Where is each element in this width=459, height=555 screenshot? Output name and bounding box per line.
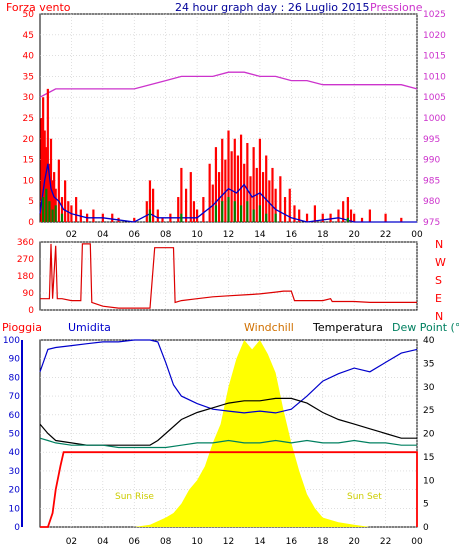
wind-y-tick-label: 25 — [23, 114, 34, 124]
pressure-y-tick-label: 995 — [423, 135, 440, 145]
direction-plot — [40, 243, 417, 309]
rain-line — [40, 451, 418, 528]
humidity-y-tick-label: 20 — [9, 486, 21, 496]
rain-label: Pioggia — [2, 321, 42, 334]
direction-y-tick-label: 270 — [17, 255, 34, 265]
sun-set-label: Sun Set — [347, 492, 382, 502]
wind-x-tick-label: 20 — [348, 230, 360, 240]
direction-y-tick-label: 90 — [23, 289, 35, 299]
direction-y-tick-label: 360 — [17, 238, 34, 248]
wind-y-tick-label: 50 — [23, 10, 35, 20]
direction-y-tick-label: 180 — [17, 272, 34, 282]
pressure-label: Pressione — [370, 1, 423, 14]
direction-grid — [40, 241, 418, 311]
temp-x-tick-label: 16 — [286, 537, 298, 547]
humidity-y-tick-label: 100 — [3, 336, 20, 346]
temp-y-tick-label: 25 — [423, 406, 434, 416]
wind-y-tick-label: 5 — [28, 197, 34, 207]
tick-labels: 0510152025303540455097598098599099510001… — [3, 10, 446, 547]
wind-y-tick-label: 20 — [23, 135, 35, 145]
wind-x-tick-label: 16 — [286, 230, 298, 240]
temp-y-tick-label: 40 — [423, 336, 435, 346]
pressure-y-tick-label: 1005 — [423, 93, 446, 103]
wind-x-tick-label: 04 — [97, 230, 109, 240]
temp-y-tick-label: 5 — [423, 500, 429, 510]
direction-line — [40, 243, 417, 309]
chart-title: 24 hour graph day : 26 Luglio 2015 — [175, 1, 370, 14]
humidity-y-tick-label: 30 — [9, 467, 21, 477]
wind-y-tick-label: 35 — [23, 72, 34, 82]
temp-x-tick-label: 10 — [191, 537, 203, 547]
temp-x-tick-label: 14 — [254, 537, 266, 547]
pressure-y-tick-label: 985 — [423, 176, 440, 186]
temp-x-tick-label: 04 — [97, 537, 109, 547]
compass-label: W — [435, 256, 446, 269]
wind-plot — [39, 71, 418, 223]
temp-y-tick-label: 15 — [423, 453, 434, 463]
wind-y-tick-label: 40 — [23, 52, 35, 62]
humidity-y-tick-label: 70 — [9, 392, 21, 402]
temp-plot — [39, 339, 418, 528]
speed_blue-line — [39, 163, 417, 223]
wind-y-tick-label: 15 — [23, 156, 34, 166]
pressure-y-tick-label: 1020 — [423, 31, 446, 41]
wind-x-tick-label: 06 — [129, 230, 141, 240]
temp-x-tick-label: 06 — [129, 537, 141, 547]
wind-x-tick-label: 10 — [191, 230, 203, 240]
humidity-line — [39, 339, 418, 414]
humidity-y-tick-label: 0 — [14, 523, 20, 533]
wind-x-tick-label: 12 — [223, 230, 234, 240]
wind-x-tick-label: 18 — [317, 230, 329, 240]
pressure-y-tick-label: 990 — [423, 156, 440, 166]
humidity-y-tick-label: 90 — [9, 355, 21, 365]
wind-y-tick-label: 30 — [23, 93, 35, 103]
humidity-y-tick-label: 80 — [9, 373, 21, 383]
wind-x-tick-label: 00 — [411, 230, 423, 240]
temp-x-tick-label: 08 — [160, 537, 172, 547]
temperature-label: Temperatura — [312, 321, 383, 334]
wind-x-tick-label: 14 — [254, 230, 266, 240]
wind-x-tick-label: 22 — [380, 230, 391, 240]
temp-y-tick-label: 35 — [423, 359, 434, 369]
temp-y-tick-label: 10 — [423, 476, 435, 486]
temp-y-tick-label: 20 — [423, 430, 435, 440]
temp-y-tick-label: 30 — [423, 383, 435, 393]
temp-x-tick-label: 18 — [317, 537, 329, 547]
wind-y-tick-label: 10 — [23, 176, 35, 186]
wind-speed-label: Forza vento — [6, 1, 71, 14]
temp-x-tick-label: 22 — [380, 537, 391, 547]
pressure-y-tick-label: 1025 — [423, 10, 446, 20]
solar-area — [134, 340, 370, 527]
pressure-y-tick-label: 1000 — [423, 114, 446, 124]
direction-y-tick-label: 0 — [28, 306, 34, 316]
humidity-y-tick-label: 60 — [9, 411, 21, 421]
compass-label: E — [435, 292, 442, 305]
pressure-y-tick-label: 1015 — [423, 52, 446, 62]
pressure-y-tick-label: 1010 — [423, 72, 446, 82]
humidity-y-tick-label: 50 — [9, 430, 21, 440]
temp-y-tick-label: 0 — [423, 523, 429, 533]
pressure-line — [39, 71, 418, 98]
humidity-y-tick-label: 40 — [9, 448, 21, 458]
pressure-y-tick-label: 980 — [423, 197, 440, 207]
dewpoint-label: Dew Point (°C — [392, 321, 459, 334]
temp-x-tick-label: 20 — [348, 537, 360, 547]
compass-label: N — [435, 238, 443, 251]
temp-x-tick-label: 00 — [411, 537, 423, 547]
humidity-y-tick-label: 10 — [9, 504, 21, 514]
compass-label: N — [435, 310, 443, 323]
dewpoint-line — [39, 437, 417, 449]
pressure-y-tick-label: 975 — [423, 218, 440, 228]
compass-label: S — [435, 274, 442, 287]
wind-y-tick-label: 0 — [28, 218, 34, 228]
temp-x-tick-label: 12 — [223, 537, 234, 547]
wind-x-tick-label: 02 — [66, 230, 77, 240]
windchill-label: Windchill — [244, 321, 294, 334]
temp-x-tick-label: 02 — [66, 537, 77, 547]
humidity-label: Umidita — [68, 321, 111, 334]
wind-x-tick-label: 08 — [160, 230, 172, 240]
wind-y-tick-label: 45 — [23, 31, 34, 41]
sun-rise-label: Sun Rise — [115, 492, 154, 502]
